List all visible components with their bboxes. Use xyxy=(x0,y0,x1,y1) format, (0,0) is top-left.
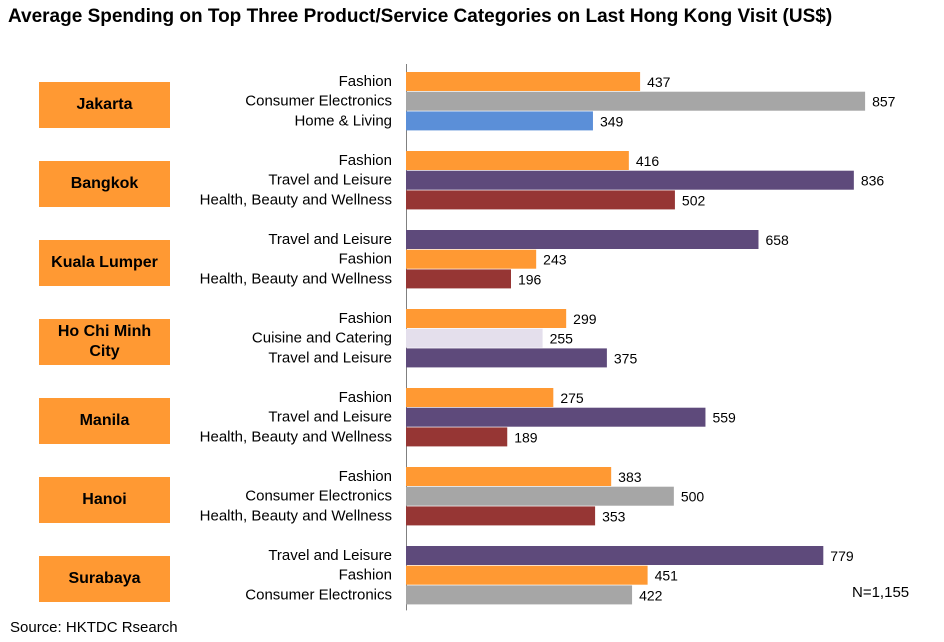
value-label-surabaya-travel-and-leisure: 779 xyxy=(830,548,854,564)
bar-hanoi-health-beauty-and-wellness xyxy=(406,506,596,526)
city-label-ho-chi-minh-city: Ho Chi Minh City xyxy=(39,318,170,365)
value-label-ho-chi-minh-city-fashion: 299 xyxy=(573,311,597,327)
bar-hanoi-fashion xyxy=(406,467,612,486)
value-label-bangkok-travel-and-leisure: 836 xyxy=(861,173,885,189)
bar-kuala-lumper-health-beauty-and-wellness xyxy=(406,269,511,289)
category-label-kuala-lumper-fashion: Fashion xyxy=(339,251,392,268)
bar-surabaya-travel-and-leisure xyxy=(406,546,824,565)
category-label-ho-chi-minh-city-fashion: Fashion xyxy=(339,310,392,327)
value-label-bangkok-fashion: 416 xyxy=(636,153,660,169)
city-label-manila: Manila xyxy=(39,397,170,444)
bar-kuala-lumper-fashion xyxy=(406,249,537,269)
city-label-jakarta: Jakarta xyxy=(39,81,170,128)
bar-manila-health-beauty-and-wellness xyxy=(406,427,508,447)
value-label-manila-travel-and-leisure: 559 xyxy=(712,410,736,426)
category-label-manila-fashion: Fashion xyxy=(339,389,392,406)
bar-bangkok-fashion xyxy=(406,151,629,170)
category-label-surabaya-travel-and-leisure: Travel and Leisure xyxy=(268,547,392,564)
city-label-hanoi: Hanoi xyxy=(39,476,170,523)
source-note: Source: HKTDC Rsearch xyxy=(10,619,178,636)
value-label-ho-chi-minh-city-cuisine-and-catering: 255 xyxy=(550,331,574,347)
category-label-surabaya-consumer-electronics: Consumer Electronics xyxy=(245,586,392,603)
city-label-bangkok: Bangkok xyxy=(39,160,170,207)
bar-jakarta-consumer-electronics xyxy=(406,91,866,111)
value-label-surabaya-consumer-electronics: 422 xyxy=(639,587,663,603)
category-label-kuala-lumper-health-beauty-and-wellness: Health, Beauty and Wellness xyxy=(200,270,392,287)
category-label-hanoi-consumer-electronics: Consumer Electronics xyxy=(245,488,392,505)
bar-hanoi-consumer-electronics xyxy=(406,486,674,506)
bar-manila-fashion xyxy=(406,388,554,407)
bar-jakarta-fashion xyxy=(406,72,641,91)
category-label-hanoi-health-beauty-and-wellness: Health, Beauty and Wellness xyxy=(200,507,392,524)
category-label-bangkok-health-beauty-and-wellness: Health, Beauty and Wellness xyxy=(200,191,392,208)
bar-ho-chi-minh-city-travel-and-leisure xyxy=(406,348,607,368)
bar-jakarta-home-living xyxy=(406,111,593,131)
sample-size-note: N=1,155 xyxy=(852,584,910,601)
category-label-jakarta-home-living: Home & Living xyxy=(294,112,392,129)
category-label-bangkok-travel-and-leisure: Travel and Leisure xyxy=(268,172,392,189)
city-label-kuala-lumper: Kuala Lumper xyxy=(39,239,170,286)
bar-surabaya-consumer-electronics xyxy=(406,585,633,605)
value-label-kuala-lumper-travel-and-leisure: 658 xyxy=(765,232,789,248)
category-label-ho-chi-minh-city-travel-and-leisure: Travel and Leisure xyxy=(268,349,392,366)
bar-bangkok-health-beauty-and-wellness xyxy=(406,190,675,210)
bar-manila-travel-and-leisure xyxy=(406,407,706,427)
category-label-manila-travel-and-leisure: Travel and Leisure xyxy=(268,409,392,426)
chart-title: Average Spending on Top Three Product/Se… xyxy=(8,6,833,27)
value-label-ho-chi-minh-city-travel-and-leisure: 375 xyxy=(614,350,638,366)
value-label-jakarta-consumer-electronics: 857 xyxy=(872,94,896,110)
category-label-ho-chi-minh-city-cuisine-and-catering: Cuisine and Catering xyxy=(252,330,392,347)
value-label-jakarta-fashion: 437 xyxy=(647,74,671,90)
category-label-hanoi-fashion: Fashion xyxy=(339,468,392,485)
value-label-bangkok-health-beauty-and-wellness: 502 xyxy=(682,192,706,208)
bar-kuala-lumper-travel-and-leisure xyxy=(406,230,759,249)
value-label-hanoi-fashion: 383 xyxy=(618,469,642,485)
value-label-jakarta-home-living: 349 xyxy=(600,113,624,129)
category-label-kuala-lumper-travel-and-leisure: Travel and Leisure xyxy=(268,231,392,248)
bar-ho-chi-minh-city-cuisine-and-catering xyxy=(406,328,543,348)
category-label-bangkok-fashion: Fashion xyxy=(339,152,392,169)
value-label-kuala-lumper-fashion: 243 xyxy=(543,252,567,268)
city-label-surabaya: Surabaya xyxy=(39,555,170,602)
bar-surabaya-fashion xyxy=(406,565,648,585)
value-label-kuala-lumper-health-beauty-and-wellness: 196 xyxy=(518,271,542,287)
category-label-jakarta-fashion: Fashion xyxy=(339,73,392,90)
bar-ho-chi-minh-city-fashion xyxy=(406,309,567,328)
bar-bangkok-travel-and-leisure xyxy=(406,170,854,190)
value-label-surabaya-fashion: 451 xyxy=(655,568,679,584)
category-label-surabaya-fashion: Fashion xyxy=(339,567,392,584)
category-label-jakarta-consumer-electronics: Consumer Electronics xyxy=(245,93,392,110)
value-label-manila-health-beauty-and-wellness: 189 xyxy=(514,429,538,445)
value-label-hanoi-consumer-electronics: 500 xyxy=(681,489,705,505)
value-label-manila-fashion: 275 xyxy=(560,390,584,406)
category-label-manila-health-beauty-and-wellness: Health, Beauty and Wellness xyxy=(200,428,392,445)
value-label-hanoi-health-beauty-and-wellness: 353 xyxy=(602,508,626,524)
